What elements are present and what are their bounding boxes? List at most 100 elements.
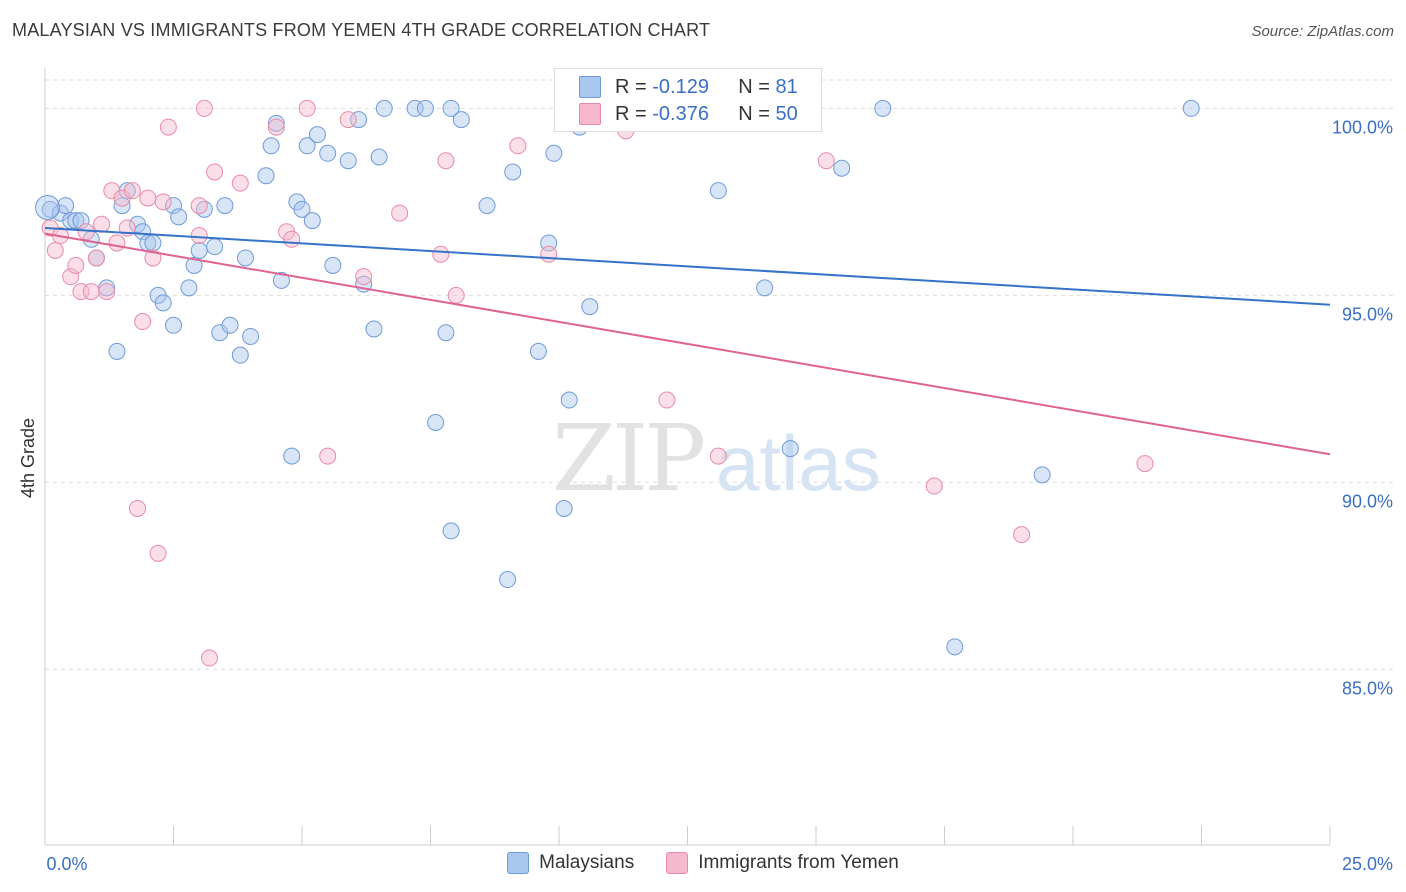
- malaysians-point: [57, 197, 75, 215]
- malaysians-point: [545, 144, 563, 162]
- y-tick-label: 90.0%: [1342, 491, 1393, 511]
- yemen-point: [134, 313, 152, 331]
- malaysians-point: [272, 271, 290, 289]
- legend-row-yemen: R = -0.376 N = 50: [579, 101, 798, 127]
- source-label: Source: ZipAtlas.com: [1251, 23, 1394, 40]
- legend-item-malaysians: Malaysians: [507, 852, 634, 874]
- malaysians-point: [144, 234, 162, 252]
- malaysians-legend-swatch: [507, 852, 530, 874]
- data-points: [35, 99, 1200, 667]
- malaysians-point: [221, 316, 239, 334]
- malaysians-point: [427, 413, 445, 431]
- yemen-point: [391, 204, 409, 222]
- yemen-point: [925, 477, 943, 495]
- trend-lines: [44, 227, 1331, 456]
- grid-lines: [45, 79, 1393, 670]
- n-value: 81: [775, 75, 798, 98]
- malaysians-point: [293, 200, 311, 218]
- malaysians-point: [185, 256, 203, 274]
- malaysians-point: [67, 212, 85, 230]
- yemen-point: [298, 99, 316, 117]
- y-tick-label: 85.0%: [1342, 678, 1393, 698]
- x-tick-label-min: 0.0%: [46, 854, 87, 874]
- malaysians-point: [113, 197, 131, 215]
- malaysians-point: [406, 99, 424, 117]
- malaysians-cluster-point: [35, 194, 61, 220]
- malaysians-point: [303, 212, 321, 230]
- chart-title: MALAYSIAN VS IMMIGRANTS FROM YEMEN 4TH G…: [12, 20, 711, 40]
- yemen-point: [355, 268, 373, 286]
- yemen-point: [319, 447, 337, 465]
- malaysians-swatch: [579, 76, 601, 98]
- malaysians-point: [242, 327, 260, 345]
- n-value: 50: [775, 102, 798, 125]
- n-label: N =: [738, 75, 770, 98]
- malaysians-point: [504, 163, 522, 181]
- yemen-point: [159, 118, 177, 136]
- yemen-legend-swatch: [666, 852, 689, 874]
- yemen-point: [154, 193, 172, 211]
- yemen-point: [87, 249, 105, 267]
- malaysians-point: [257, 167, 275, 185]
- yemen-point: [195, 99, 213, 117]
- malaysians-point: [180, 279, 198, 297]
- malaysians-point: [874, 99, 892, 117]
- malaysians-point: [437, 324, 455, 342]
- malaysians-point: [267, 114, 285, 132]
- r-value: -0.129: [652, 75, 709, 98]
- yemen-point: [437, 152, 455, 170]
- malaysians-point: [165, 197, 182, 215]
- y-axis-label: 4th Grade: [18, 418, 38, 498]
- malaysians-point: [529, 342, 547, 360]
- r-value: -0.376: [652, 102, 709, 125]
- malaysians-point: [781, 440, 799, 458]
- malaysians-point: [216, 197, 234, 215]
- n-label: N =: [738, 102, 770, 125]
- malaysians-point: [206, 238, 224, 256]
- malaysians-point: [833, 159, 851, 177]
- malaysians-point: [231, 346, 249, 364]
- malaysians-point: [365, 320, 383, 338]
- malaysians-point: [339, 152, 357, 170]
- malaysians-point: [370, 148, 388, 166]
- yemen-point: [231, 174, 249, 192]
- malaysians-point: [108, 342, 126, 360]
- malaysians-point: [499, 571, 517, 589]
- yemen-point: [93, 215, 111, 233]
- watermark-atlas: atlas: [716, 419, 881, 507]
- y-tick-label: 95.0%: [1342, 304, 1393, 324]
- yemen-point: [283, 230, 301, 248]
- malaysians-point: [756, 279, 774, 297]
- malaysians-point: [308, 126, 326, 144]
- malaysians-point: [319, 144, 337, 162]
- malaysians-point: [946, 638, 964, 656]
- legend-label-yemen: Immigrants from Yemen: [698, 852, 899, 873]
- yemen-swatch: [579, 103, 601, 125]
- y-tick-label: 100.0%: [1332, 117, 1393, 137]
- malaysians-point: [581, 298, 599, 316]
- yemen-point: [267, 118, 285, 136]
- malaysians-point: [62, 212, 80, 230]
- yemen-point: [432, 245, 450, 263]
- correlation-legend: R = -0.129 N = 81 R = -0.376 N = 50: [554, 68, 822, 132]
- yemen-point: [82, 283, 100, 301]
- r-label: R =: [615, 75, 647, 98]
- axes: [44, 68, 1331, 846]
- yemen-point: [1136, 455, 1154, 473]
- yemen-point: [339, 111, 357, 129]
- legend-row-malaysians: R = -0.129 N = 81: [579, 74, 798, 100]
- watermark: ZIP atlas: [552, 405, 881, 512]
- malaysians-point: [1033, 466, 1051, 484]
- malaysians-point: [709, 182, 727, 200]
- malaysians-point: [555, 499, 573, 517]
- yemen-point: [144, 249, 162, 267]
- malaysians-point: [452, 111, 470, 129]
- malaysians-point: [560, 391, 578, 409]
- malaysians-point: [350, 111, 368, 129]
- yemen-point: [206, 163, 224, 181]
- yemen-point: [98, 283, 116, 301]
- malaysians-point: [190, 241, 208, 259]
- series-legend: Malaysians Immigrants from Yemen: [0, 852, 1406, 874]
- yemen-point: [817, 152, 835, 170]
